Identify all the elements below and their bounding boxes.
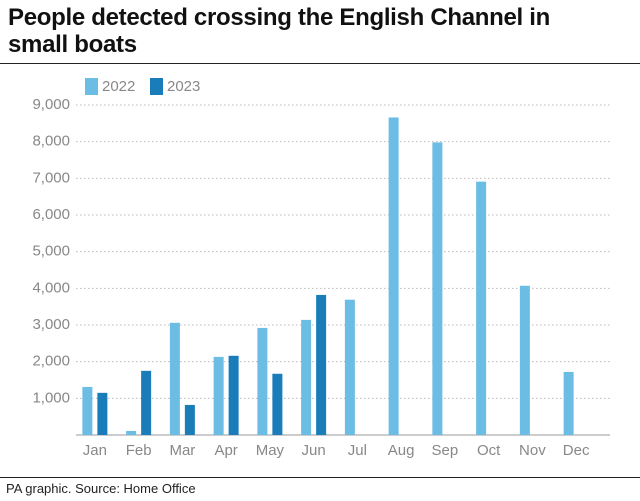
x-tick-label: Mar [169, 442, 195, 459]
bar [97, 392, 108, 435]
bar [272, 373, 283, 435]
chart: 1,000 2,000 3,000 4,000 5,000 6,000 7,000 8,000… [32, 78, 610, 459]
y-tick-label: 9,000 [32, 96, 70, 113]
source: PA graphic. Source: Home Office [6, 481, 196, 496]
y-tick-label: 5,000 [32, 243, 70, 260]
legend-label: 2022 [102, 78, 135, 95]
x-tick-label: Feb [126, 442, 152, 459]
x-tick-label: Jan [83, 442, 107, 459]
y-tick-label: 6,000 [32, 206, 70, 223]
legend-swatch [85, 78, 98, 95]
y-tick-label: 2,000 [32, 353, 70, 370]
bar [141, 370, 152, 435]
rule [0, 63, 640, 64]
x-tick-label: Dec [563, 442, 590, 459]
legend-swatch [150, 78, 163, 95]
x-tick-label: Aug [388, 442, 415, 459]
bar [169, 322, 180, 435]
bar [519, 285, 530, 435]
x-tick-label: Sep [432, 442, 459, 459]
rule [0, 477, 640, 478]
x-tick-label: Apr [214, 442, 237, 459]
x-tick-label: May [256, 442, 285, 459]
x-tick-label: Nov [519, 442, 546, 459]
y-tick-label: 7,000 [32, 169, 70, 186]
x-tick-label: Jul [348, 442, 367, 459]
chart-title: People detected crossing the English Cha… [8, 4, 551, 58]
bar [184, 404, 195, 435]
bar [388, 117, 399, 435]
bar [344, 299, 355, 435]
legend-label: 2023 [167, 78, 200, 95]
x-tick-label: Jun [302, 442, 326, 459]
bar [476, 181, 487, 435]
y-tick-label: 3,000 [32, 316, 70, 333]
x-tick-label: Oct [477, 442, 501, 459]
bar [228, 355, 239, 435]
y-tick-label: 8,000 [32, 133, 70, 150]
bar [563, 371, 574, 435]
bar [213, 356, 224, 435]
y-tick-label: 1,000 [32, 389, 70, 406]
bar [257, 327, 268, 435]
bar [316, 294, 327, 435]
bar [301, 319, 312, 435]
bar [432, 142, 443, 435]
bar [82, 386, 93, 435]
y-tick-label: 4,000 [32, 279, 70, 296]
bar [126, 430, 137, 435]
